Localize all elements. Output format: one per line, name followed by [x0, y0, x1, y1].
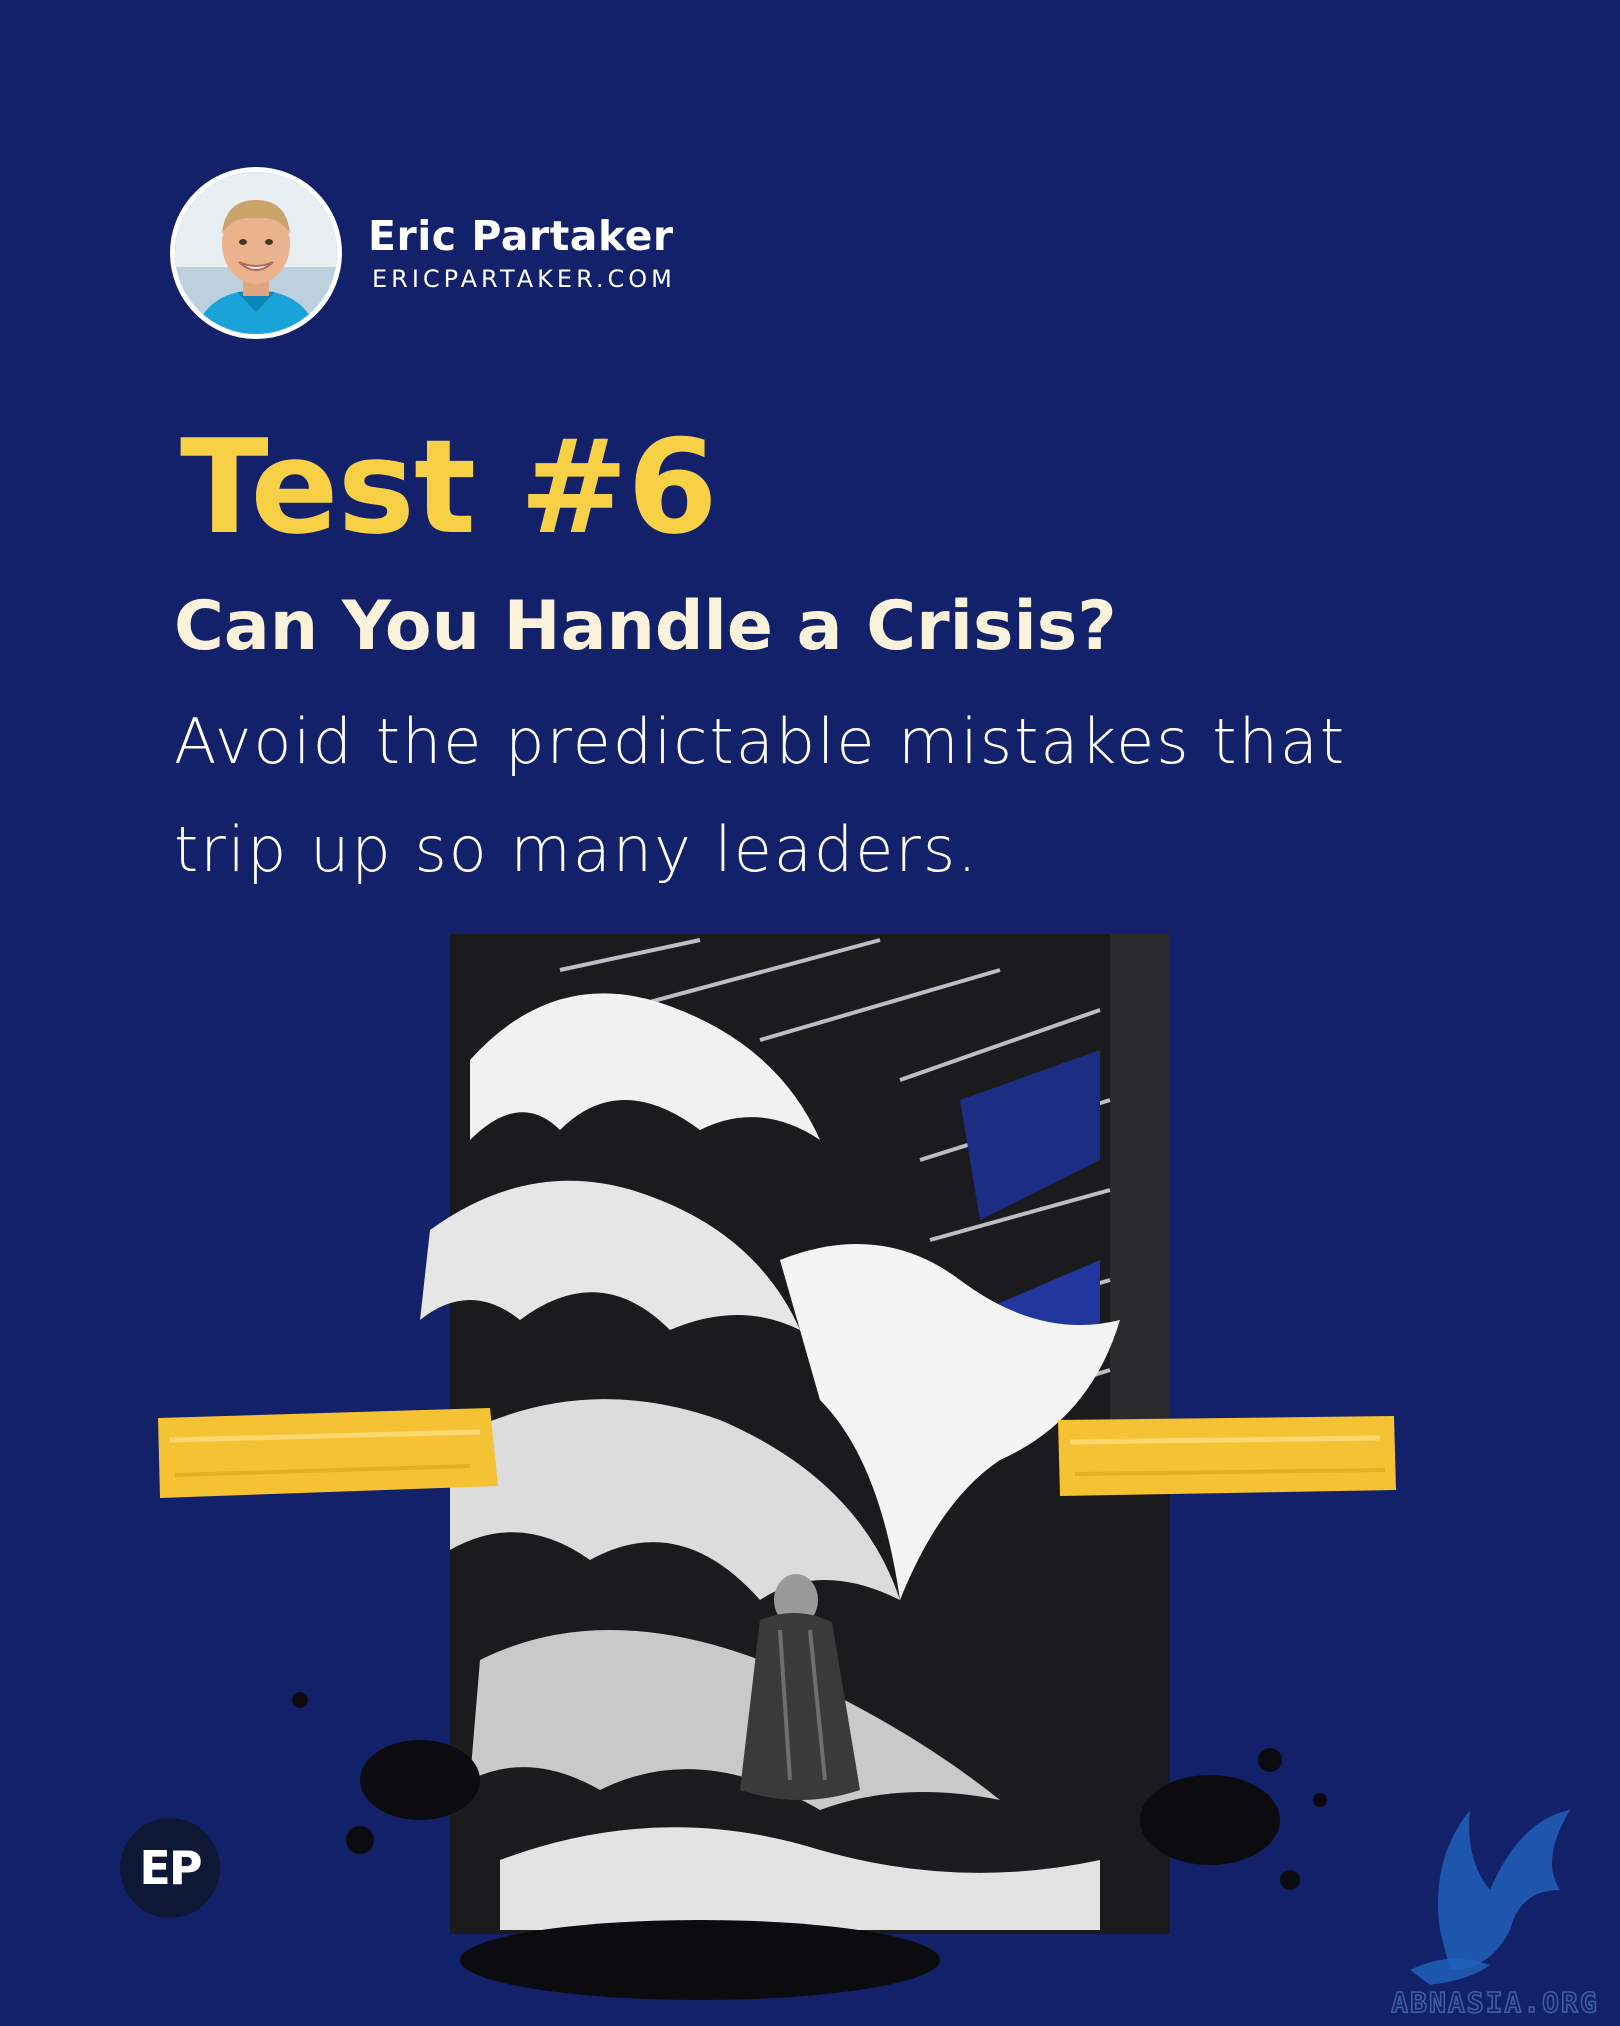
- author-name: Eric Partaker: [368, 212, 674, 260]
- tape-strip-left: [158, 1408, 498, 1498]
- headline-subtitle: Can You Handle a Crisis?: [174, 582, 1117, 672]
- ep-logo-text: EP: [139, 1841, 200, 1895]
- ep-logo-badge: EP: [120, 1818, 220, 1918]
- watermark-text: ABNASIA.ORG: [1391, 1986, 1598, 2019]
- storm-column: [1110, 934, 1170, 1494]
- tape-strip-right: [1058, 1416, 1396, 1496]
- griffin-logo-icon: ABNASIA.ORG: [1370, 1780, 1620, 2020]
- portrait-photo-icon: [175, 172, 337, 334]
- author-avatar: [170, 167, 342, 339]
- author-website[interactable]: ERICPARTAKER.COM: [372, 265, 676, 293]
- headline-body: Avoid the predictable mistakes that trip…: [174, 688, 1424, 904]
- headline-title: Test #6: [180, 412, 717, 562]
